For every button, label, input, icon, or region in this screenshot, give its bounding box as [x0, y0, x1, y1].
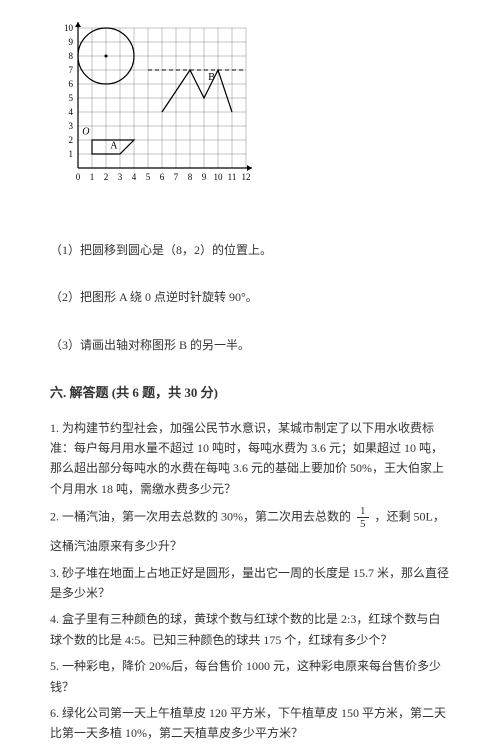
svg-text:6: 6 [69, 79, 74, 89]
svg-text:10: 10 [214, 172, 224, 182]
svg-text:3: 3 [118, 172, 123, 182]
svg-text:0: 0 [76, 172, 81, 182]
svg-text:9: 9 [69, 37, 74, 47]
problem-2: 2. 一桶汽油，第一次用去总数的 30%，第二次用去总数的 1 5 ，还剩 50… [50, 505, 450, 530]
svg-text:9: 9 [202, 172, 207, 182]
svg-text:B: B [208, 72, 215, 83]
svg-text:5: 5 [146, 172, 151, 182]
question-3: （3）请画出轴对称图形 B 的另一半。 [50, 336, 450, 355]
question-2: （2）把图形 A 绕 0 点逆时针旋转 90°。 [50, 288, 450, 307]
problem-4: 4. 盒子里有三种颜色的球，黄球个数与红球个数的比是 2:3，红球个数与白球个数… [50, 609, 450, 650]
svg-text:3: 3 [69, 121, 74, 131]
problem-2-text-b: ，还剩 50L， [375, 509, 445, 523]
svg-text:2: 2 [69, 135, 74, 145]
svg-text:7: 7 [69, 65, 74, 75]
problem-2-cont: 这桶汽油原来有多少升？ [50, 536, 450, 556]
svg-text:2: 2 [104, 172, 109, 182]
svg-text:1: 1 [69, 149, 74, 159]
svg-text:O: O [82, 126, 89, 137]
fraction-numerator: 1 [357, 505, 369, 518]
grid-chart: 012345678910111212345678910AOB [60, 20, 450, 211]
problem-5: 5. 一种彩电，降价 20%后，每台售价 1000 元，这种彩电原来每台售价多少… [50, 656, 450, 697]
svg-text:11: 11 [228, 172, 237, 182]
svg-text:8: 8 [69, 51, 74, 61]
problem-6: 6. 绿化公司第一天上午植草皮 120 平方米，下午植草皮 150 平方米，第二… [50, 703, 450, 744]
problem-2-text-a: 2. 一桶汽油，第一次用去总数的 30%，第二次用去总数的 [50, 509, 351, 523]
svg-text:8: 8 [188, 172, 193, 182]
svg-text:6: 6 [160, 172, 165, 182]
chart-svg: 012345678910111212345678910AOB [60, 20, 260, 205]
svg-text:10: 10 [64, 23, 74, 33]
question-1: （1）把圆移到圆心是（8，2）的位置上。 [50, 241, 450, 260]
problem-1: 1. 为构建节约型社会，加强公民节水意识，某城市制定了以下用水收费标准：每户每月… [50, 418, 450, 500]
section-6-title: 六. 解答题 (共 6 题，共 30 分) [50, 383, 450, 404]
svg-text:1: 1 [90, 172, 95, 182]
svg-text:5: 5 [69, 93, 74, 103]
svg-text:4: 4 [69, 107, 74, 117]
fraction-1-5: 1 5 [357, 505, 369, 530]
problem-3: 3. 砂子堆在地面上占地正好是圆形，量出它一周的长度是 15.7 米，那么直径是… [50, 563, 450, 604]
svg-text:7: 7 [174, 172, 179, 182]
svg-text:12: 12 [242, 172, 251, 182]
svg-text:4: 4 [132, 172, 137, 182]
svg-text:A: A [110, 140, 118, 151]
fraction-denominator: 5 [357, 518, 369, 530]
